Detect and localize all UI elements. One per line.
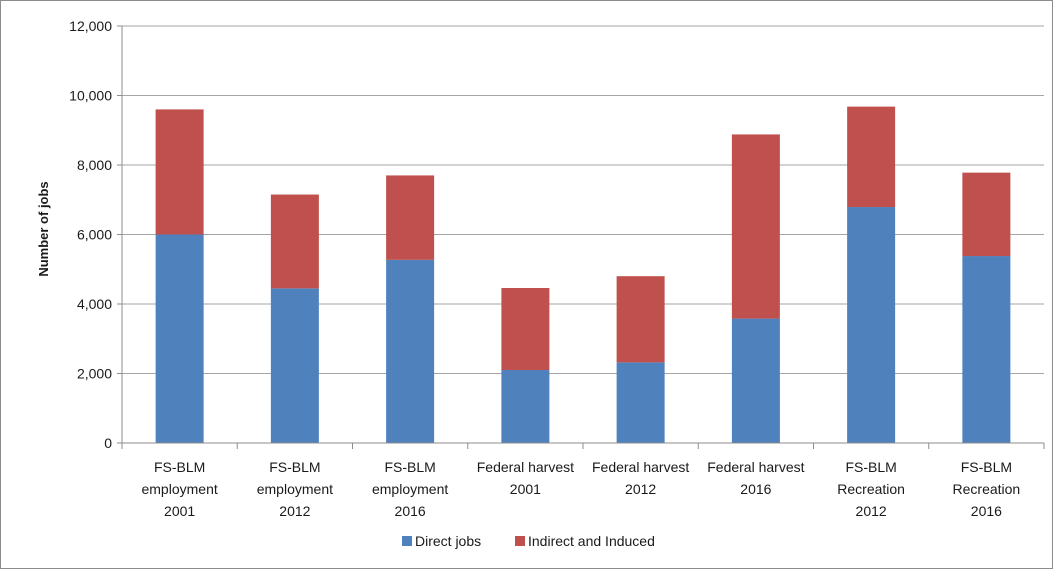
x-tick-label: Federal harvest 2012 [592, 459, 689, 497]
y-tick-label: 0 [104, 435, 112, 451]
x-tick-label: Federal harvest 2016 [707, 459, 804, 497]
bar-direct-4 [501, 370, 550, 443]
bar-direct-3 [386, 259, 435, 443]
bar-indirect-6 [731, 134, 780, 319]
y-axis-ticks: 0 2,000 4,000 6,000 8,000 10,000 12,000 [69, 18, 122, 451]
bar-indirect-1 [155, 109, 204, 235]
x-axis-ticks: FS-BLM employment 2001 FS-BLM employment 2012… [121, 443, 1045, 519]
bar-direct-1 [155, 234, 204, 443]
bar-direct-2 [270, 288, 319, 443]
y-tick-label: 2,000 [77, 366, 112, 382]
legend-label-direct: Direct jobs [415, 533, 481, 549]
bar-indirect-5 [616, 276, 665, 363]
y-axis-label: Number of jobs [36, 181, 51, 276]
x-tick-label: FS-BLM employment 2016 [372, 459, 448, 519]
y-tick-label: 10,000 [69, 88, 112, 104]
gridlines [122, 25, 1044, 374]
bar-direct-6 [731, 318, 780, 443]
x-tick-label: FS-BLM employment 2012 [257, 459, 333, 519]
x-tick-label: Federal harvest 2001 [477, 459, 574, 497]
bar-direct-8 [962, 256, 1011, 443]
y-tick-label: 12,000 [69, 18, 112, 34]
legend-label-indirect: Indirect and Induced [528, 533, 655, 549]
bar-direct-7 [847, 207, 896, 443]
bar-indirect-2 [270, 194, 319, 289]
y-tick-label: 8,000 [77, 157, 112, 173]
bar-indirect-8 [962, 172, 1011, 257]
x-tick-label: FS-BLM Recreation 2012 [837, 459, 905, 519]
y-tick-label: 6,000 [77, 227, 112, 243]
legend: Direct jobs Indirect and Induced [402, 533, 655, 549]
x-tick-label: FS-BLM Recreation 2016 [953, 459, 1021, 519]
bars [155, 106, 1011, 443]
bar-indirect-7 [847, 106, 896, 208]
bar-indirect-3 [386, 175, 435, 260]
legend-swatch-indirect [515, 536, 525, 546]
bar-direct-5 [616, 362, 665, 443]
bar-indirect-4 [501, 288, 550, 371]
x-tick-label: FS-BLM employment 2001 [141, 459, 217, 519]
y-tick-label: 4,000 [77, 296, 112, 312]
legend-swatch-direct [402, 536, 412, 546]
